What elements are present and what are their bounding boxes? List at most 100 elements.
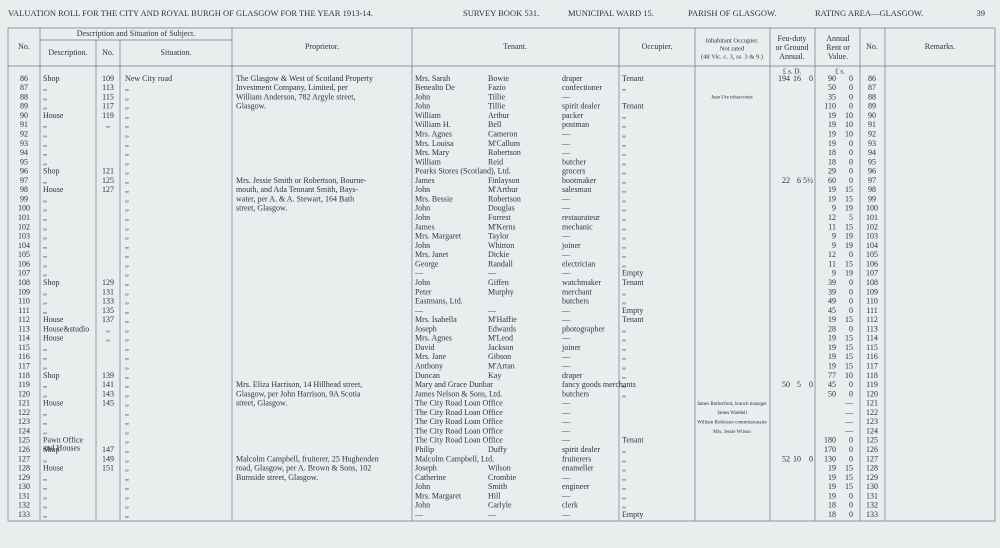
rent-pounds: 19 xyxy=(828,194,836,203)
occupation: mechanic xyxy=(562,222,593,231)
rent-shillings: 5 xyxy=(849,213,853,222)
tenant-surname: Murphy xyxy=(488,287,514,296)
street-number: 121 xyxy=(102,167,114,176)
tenant: Mrs. Agnes xyxy=(415,130,452,139)
row-number: 132 xyxy=(866,501,878,510)
rent-shillings: 19 xyxy=(845,204,853,213)
occupier: ,, xyxy=(622,371,626,380)
row-number: 96 xyxy=(868,167,876,176)
situation: ,, xyxy=(125,204,129,213)
situation: ,, xyxy=(125,259,129,268)
row-number: 102 xyxy=(18,222,30,231)
situation: ,, xyxy=(125,287,129,296)
tenant-surname: — xyxy=(487,269,497,278)
street-number: ,, xyxy=(106,120,110,129)
occupation: merchant xyxy=(562,287,593,296)
description: ,, xyxy=(43,241,47,250)
street-number: 143 xyxy=(102,389,114,398)
tenant: John xyxy=(415,92,430,101)
rent-pounds: 19 xyxy=(828,130,836,139)
rent-pounds: 12 xyxy=(828,213,836,222)
row-number: 104 xyxy=(18,241,30,250)
row-number: 88 xyxy=(20,92,28,101)
row-number: 129 xyxy=(18,473,30,482)
table-body: 86 Shop 109 New City road The Glasgow & West… xyxy=(18,74,878,519)
rent-shillings: 0 xyxy=(849,167,853,176)
tenant: John xyxy=(415,278,430,287)
street-number: 119 xyxy=(102,111,114,120)
rent-shillings: 10 xyxy=(845,130,853,139)
occupation: — xyxy=(561,139,571,148)
description: Shop xyxy=(43,371,59,380)
occupier: ,, xyxy=(622,324,626,333)
description: ,, xyxy=(43,362,47,371)
row-number: 121 xyxy=(18,399,30,408)
tenant: John xyxy=(415,213,430,222)
row-number: 128 xyxy=(18,464,30,473)
tenant-surname: Smith xyxy=(488,482,507,491)
situation: ,, xyxy=(125,491,129,500)
row-number: 111 xyxy=(18,306,29,315)
description: ,, xyxy=(43,83,47,92)
tenant-surname: Bowie xyxy=(488,74,509,83)
row-number: 121 xyxy=(866,399,878,408)
rent-shillings: 0 xyxy=(849,306,853,315)
row-number: 126 xyxy=(866,445,878,454)
feu-shillings: 6 xyxy=(797,176,801,185)
proprietor: Glasgow. xyxy=(236,102,266,111)
rent-pounds: 50 xyxy=(828,83,836,92)
tenant: James xyxy=(415,222,435,231)
row-number: 109 xyxy=(18,287,30,296)
description: ,, xyxy=(43,204,47,213)
description: ,, xyxy=(43,269,47,278)
occupier: ,, xyxy=(622,343,626,352)
tenant-surname: Fazio xyxy=(488,83,506,92)
occupation: postman xyxy=(562,120,589,129)
row-number: 91 xyxy=(20,120,28,129)
street-number: 131 xyxy=(102,287,114,296)
situation: ,, xyxy=(125,389,129,398)
row-number: 86 xyxy=(20,74,28,83)
rent-pounds: 19 xyxy=(828,315,836,324)
description: House xyxy=(43,334,64,343)
occupation: — xyxy=(561,204,571,213)
occupation: photographer xyxy=(562,324,605,333)
rent-shillings: 10 xyxy=(845,111,853,120)
tenant-surname: — xyxy=(487,306,497,315)
situation: New City road xyxy=(125,74,172,83)
occupier: ,, xyxy=(622,176,626,185)
tenant-surname: Tillie xyxy=(488,92,505,101)
description: ,, xyxy=(43,454,47,463)
tenant-surname: Whitton xyxy=(488,241,514,250)
rent-shillings: 15 xyxy=(845,315,853,324)
occupier: Empty xyxy=(622,306,643,315)
row-number: 122 xyxy=(866,408,878,417)
occupier: ,, xyxy=(622,194,626,203)
survey: SURVEY BOOK 531. xyxy=(463,8,539,18)
rent-shillings: 15 xyxy=(845,362,853,371)
row-number: 118 xyxy=(866,371,878,380)
rent-shillings: 19 xyxy=(845,269,853,278)
occupation: — xyxy=(561,399,571,408)
occupation: — xyxy=(561,510,571,519)
tenant-surname: Robertson xyxy=(488,148,521,157)
description: ,, xyxy=(43,408,47,417)
street-number: ,, xyxy=(106,334,110,343)
occupation: — xyxy=(561,194,571,203)
col-feu: Annual. xyxy=(779,52,805,61)
proprietor: Mrs. Eliza Harrison, 14 Hillhead street, xyxy=(236,380,362,389)
tenant: Mrs. Margaret xyxy=(415,232,462,241)
ward: MUNICIPAL WARD 15. xyxy=(568,8,654,18)
page-header: VALUATION ROLL FOR THE CITY AND ROYAL BU… xyxy=(8,8,985,18)
tenant-surname: M'Kerns xyxy=(488,222,516,231)
col-feu: Feu-duty xyxy=(778,34,807,43)
row-number: 102 xyxy=(866,222,878,231)
tenant-surname: Tillie xyxy=(488,102,505,111)
occupier: ,, xyxy=(622,362,626,371)
occupier: ,, xyxy=(622,445,626,454)
row-number: 132 xyxy=(18,501,30,510)
feu-pence: 5½ xyxy=(803,176,813,185)
row-number: 114 xyxy=(18,334,30,343)
feu-pence: 0 xyxy=(809,74,813,83)
situation: ,, xyxy=(125,482,129,491)
